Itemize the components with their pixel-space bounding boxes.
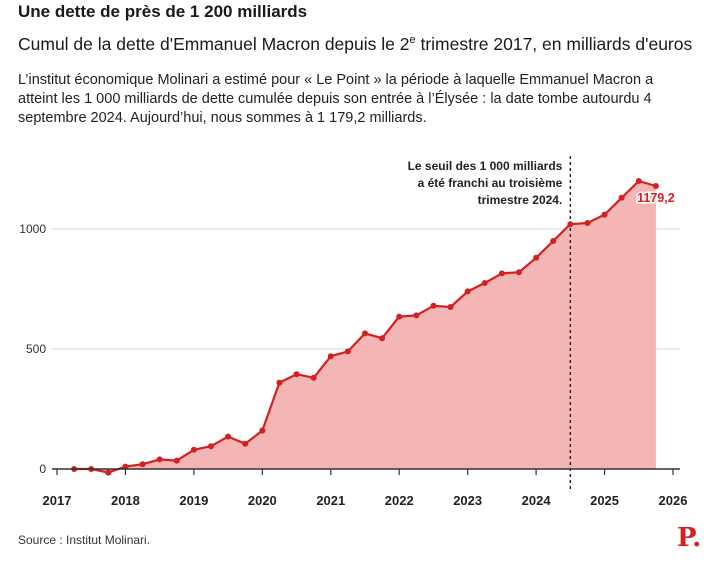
data-point-28 [550, 238, 556, 244]
data-point-16 [345, 348, 351, 354]
data-point-20 [413, 312, 419, 318]
data-point-25 [499, 270, 505, 276]
x-tick-label-2017: 2017 [43, 493, 72, 508]
data-point-23 [465, 288, 471, 294]
data-point-14 [311, 375, 317, 381]
x-tick-label-2022: 2022 [385, 493, 414, 508]
y-tick-label-500: 500 [26, 342, 46, 356]
data-point-8 [208, 443, 214, 449]
data-point-24 [482, 280, 488, 286]
source-note: Source : Institut Molinari. [18, 533, 150, 547]
data-point-22 [448, 304, 454, 310]
y-axis-ticks: 0 500 1000 [19, 222, 46, 476]
data-point-34 [653, 183, 659, 189]
data-point-6 [174, 458, 180, 464]
x-tick-label-2018: 2018 [111, 493, 140, 508]
data-point-5 [157, 456, 163, 462]
data-point-27 [533, 255, 539, 261]
data-point-30 [584, 220, 590, 226]
data-point-4 [140, 461, 146, 467]
y-tick-label-0: 0 [39, 462, 46, 476]
data-point-33 [636, 178, 642, 184]
x-tick-label-2020: 2020 [248, 493, 277, 508]
x-tick-label-2025: 2025 [590, 493, 619, 508]
data-point-18 [379, 335, 385, 341]
threshold-annotation: Le seuil des 1 000 milliards a été franch… [408, 159, 563, 207]
data-point-11 [259, 428, 265, 434]
data-point-10 [242, 441, 248, 447]
data-point-26 [516, 269, 522, 275]
data-point-7 [191, 447, 197, 453]
data-point-13 [294, 371, 300, 377]
x-tick-label-2024: 2024 [522, 493, 552, 508]
annotation-line-2: a été franchi au troisième [418, 176, 563, 190]
data-point-17 [362, 330, 368, 336]
data-point-2 [105, 470, 111, 476]
annotation-line-1: Le seuil des 1 000 milliards [408, 159, 563, 173]
data-point-15 [328, 353, 334, 359]
x-tick-label-2021: 2021 [316, 493, 345, 508]
data-point-31 [602, 212, 608, 218]
data-point-32 [619, 195, 625, 201]
data-point-12 [276, 380, 282, 386]
x-tick-label-2019: 2019 [179, 493, 208, 508]
x-axis-ticks: 2017 2018 2019 2020 2021 2022 2023 2024 2025 2026 [43, 469, 688, 508]
x-tick-label-2026: 2026 [659, 493, 688, 508]
data-point-21 [430, 303, 436, 309]
data-point-9 [225, 434, 231, 440]
le-point-logo: P. [677, 525, 701, 551]
x-tick-label-2023: 2023 [453, 493, 482, 508]
end-value-label: 1179,2 [637, 191, 675, 205]
data-point-29 [567, 221, 573, 227]
y-tick-label-1000: 1000 [19, 222, 46, 236]
data-point-19 [396, 314, 402, 320]
annotation-line-3: trimestre 2024. [478, 193, 563, 207]
